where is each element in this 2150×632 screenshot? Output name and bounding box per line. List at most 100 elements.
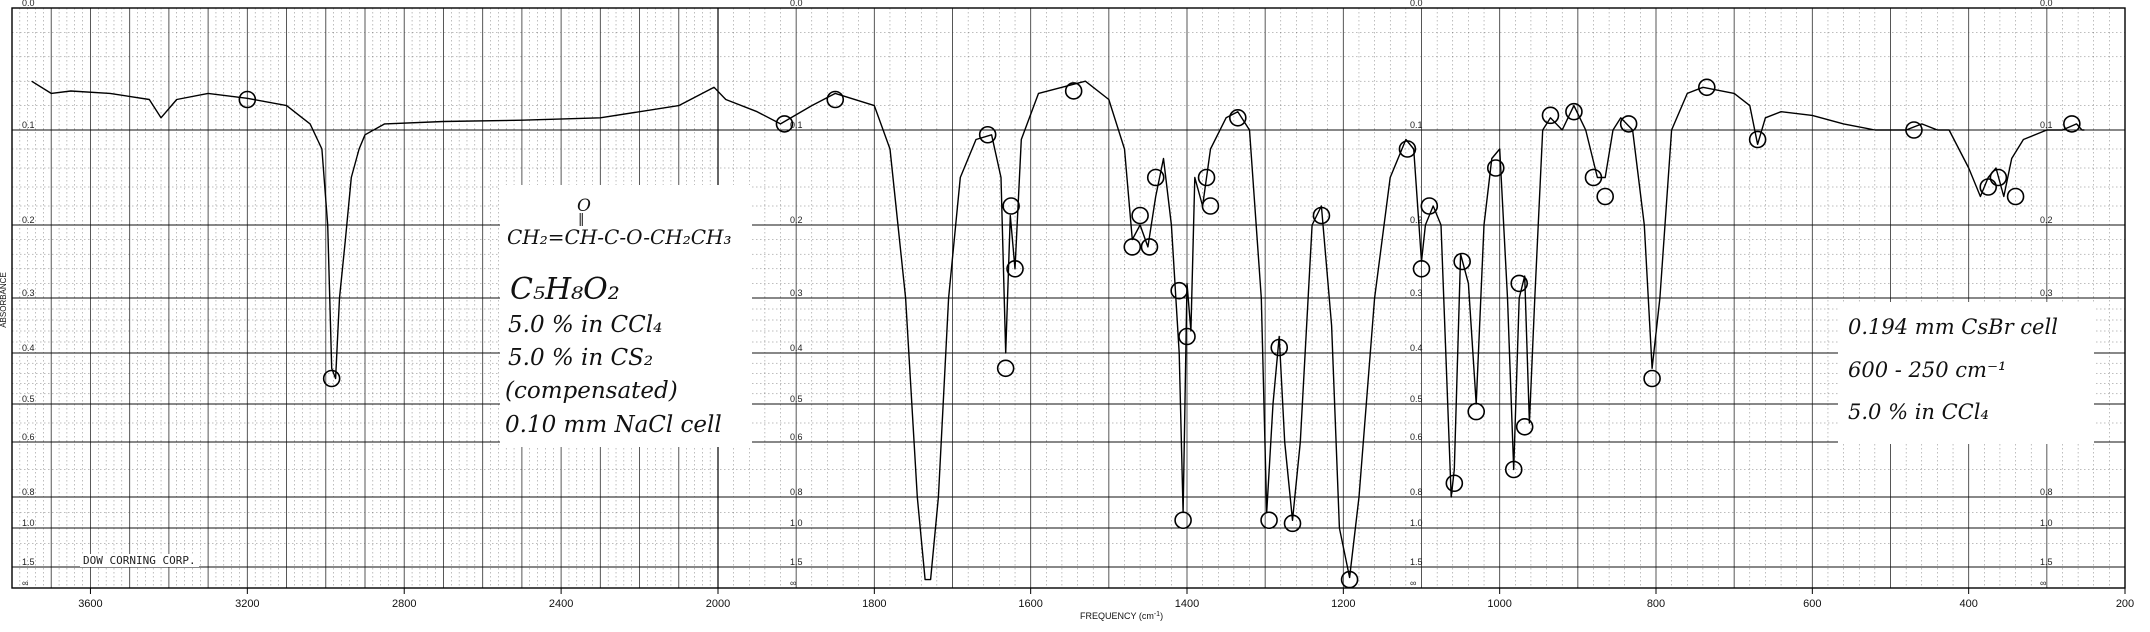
peak-circle [1006, 259, 1024, 278]
y-tick-label: ∞ [790, 578, 796, 588]
y-tick-label: 0.8 [790, 487, 803, 497]
y-tick-label: 0.2 [22, 215, 35, 225]
footer-company: DOW CORNING CORP. [80, 554, 199, 567]
peak-circle [1979, 178, 1998, 196]
y-tick-label: 0.3 [1410, 288, 1423, 298]
peak-circle [1989, 168, 2008, 187]
annotation-compensated: (compensated) [505, 378, 678, 404]
y-tick-label: 0.6 [22, 432, 35, 442]
carbonyl-double-bond: ‖ [578, 212, 585, 227]
peak-circle [1905, 121, 1923, 139]
peak-circle [1201, 197, 1220, 215]
peak-circle [322, 369, 341, 388]
peak-circle [1453, 252, 1471, 271]
circled-peaks [238, 78, 2081, 589]
peak-circle [1260, 511, 1278, 530]
peak-circle [826, 90, 845, 109]
x-tick-label: 1400 [1175, 598, 1199, 610]
peak-circle [1619, 115, 1638, 133]
peak-circle [1412, 259, 1431, 278]
peak-circle [1445, 474, 1464, 493]
plot-border [11, 7, 2126, 589]
peak-circle [1510, 274, 1529, 293]
y-tick-label: 1.0 [2040, 518, 2053, 528]
y-tick-label: 0.8 [2040, 487, 2053, 497]
peak-circle [1064, 82, 1083, 100]
annotation-range: 600 - 250 cm⁻¹ [1848, 358, 2007, 382]
y-tick-label: ∞ [2040, 578, 2046, 588]
x-tick-label: 1200 [1331, 598, 1355, 610]
x-tick-label: 200 [2116, 598, 2134, 610]
peak-circle [1270, 338, 1289, 357]
x-tick-label: 1000 [1487, 598, 1511, 610]
y-tick-label: 1.0 [790, 518, 803, 528]
x-tick-labels: 3600 3200 2800 2400 2000 1800 1600 1400 1200 1000… [78, 588, 2134, 610]
peak-circle [1170, 281, 1188, 300]
structural-formula: CH₂=CH-C-O-CH₂CH₃ [507, 225, 732, 249]
peak-circle [1140, 238, 1159, 256]
y-tick-label: ∞ [22, 578, 28, 588]
x-tick-label: 2400 [549, 598, 573, 610]
peak-circle [1643, 369, 1661, 388]
peak-circle [1565, 102, 1583, 121]
y-tick-label: 0.6 [790, 432, 803, 442]
peak-circle [1283, 514, 1302, 533]
annotation-cell: 0.10 mm NaCl cell [505, 412, 722, 438]
peak-circle [1340, 570, 1359, 589]
peak-circle [1398, 140, 1417, 158]
y-tick-label: 1.0 [1410, 518, 1423, 528]
peak-circle [1178, 327, 1196, 346]
y-tick-label: 0.0 [790, 0, 803, 8]
y-tick-label: 0.1 [790, 120, 803, 130]
peak-circle [978, 125, 997, 144]
peak-circle [1467, 402, 1486, 421]
y-tick-label: 0.1 [22, 120, 35, 130]
y-tick-label: 1.5 [2040, 557, 2053, 567]
annotation-cs2: 5.0 % in CS₂ [508, 345, 654, 371]
peak-circle [1146, 168, 1165, 187]
peak-circle [1698, 78, 1716, 97]
peak-circle [775, 115, 794, 133]
y-tick-label: 0.1 [1410, 120, 1423, 130]
y-tick-label: 0.3 [2040, 288, 2053, 298]
peak-circle [1312, 206, 1331, 225]
peak-circle [1515, 417, 1534, 436]
peak-circle [1123, 238, 1142, 256]
peak-circle [1584, 168, 1603, 187]
y-tick-label: 0.5 [22, 394, 35, 404]
peak-circle [1002, 197, 1020, 215]
peak-circle [1229, 109, 1247, 127]
carbonyl-oxygen: O [577, 196, 591, 216]
y-tick-label: 0.4 [22, 343, 35, 353]
x-tick-label: 3600 [78, 598, 102, 610]
y-tick-label: 0.4 [790, 343, 803, 353]
x-tick-label: 600 [1803, 598, 1821, 610]
annotation-ccl4: 5.0 % in CCl₄ [508, 312, 663, 338]
y-tick-label: 0.5 [1410, 394, 1423, 404]
x-axis-label-sup: -1 [1154, 611, 1160, 618]
y-tick-label: ∞ [1410, 578, 1416, 588]
annotation-csbr-cell: 0.194 mm CsBr cell [1848, 315, 2058, 339]
right-annotation-box [1838, 302, 2094, 444]
x-tick-label: 1800 [862, 598, 886, 610]
y-tick-label: 1.0 [22, 518, 35, 528]
left-annotation-box [500, 185, 752, 447]
peak-circle [1131, 206, 1149, 225]
y-tick-label: 0.6 [1410, 432, 1423, 442]
y-tick-label: 0.3 [790, 288, 803, 298]
y-tick-label: 0.8 [1410, 487, 1423, 497]
peak-circle [238, 90, 257, 109]
x-tick-label: 2800 [392, 598, 416, 610]
grid [12, 7, 2125, 589]
peak-circle [1596, 187, 1614, 206]
x-tick-label: 800 [1647, 598, 1665, 610]
molecular-formula: C₅H₈O₂ [510, 272, 620, 307]
spectrum-series [31, 80, 2085, 581]
y-tick-label: 0.0 [22, 0, 35, 8]
y-tick-label: 0.5 [790, 394, 803, 404]
peak-circle [1197, 168, 1216, 187]
peak-circle [1420, 197, 1439, 215]
y-tick-label: 1.5 [790, 557, 803, 567]
y-tick-label: 0.1 [2040, 120, 2053, 130]
